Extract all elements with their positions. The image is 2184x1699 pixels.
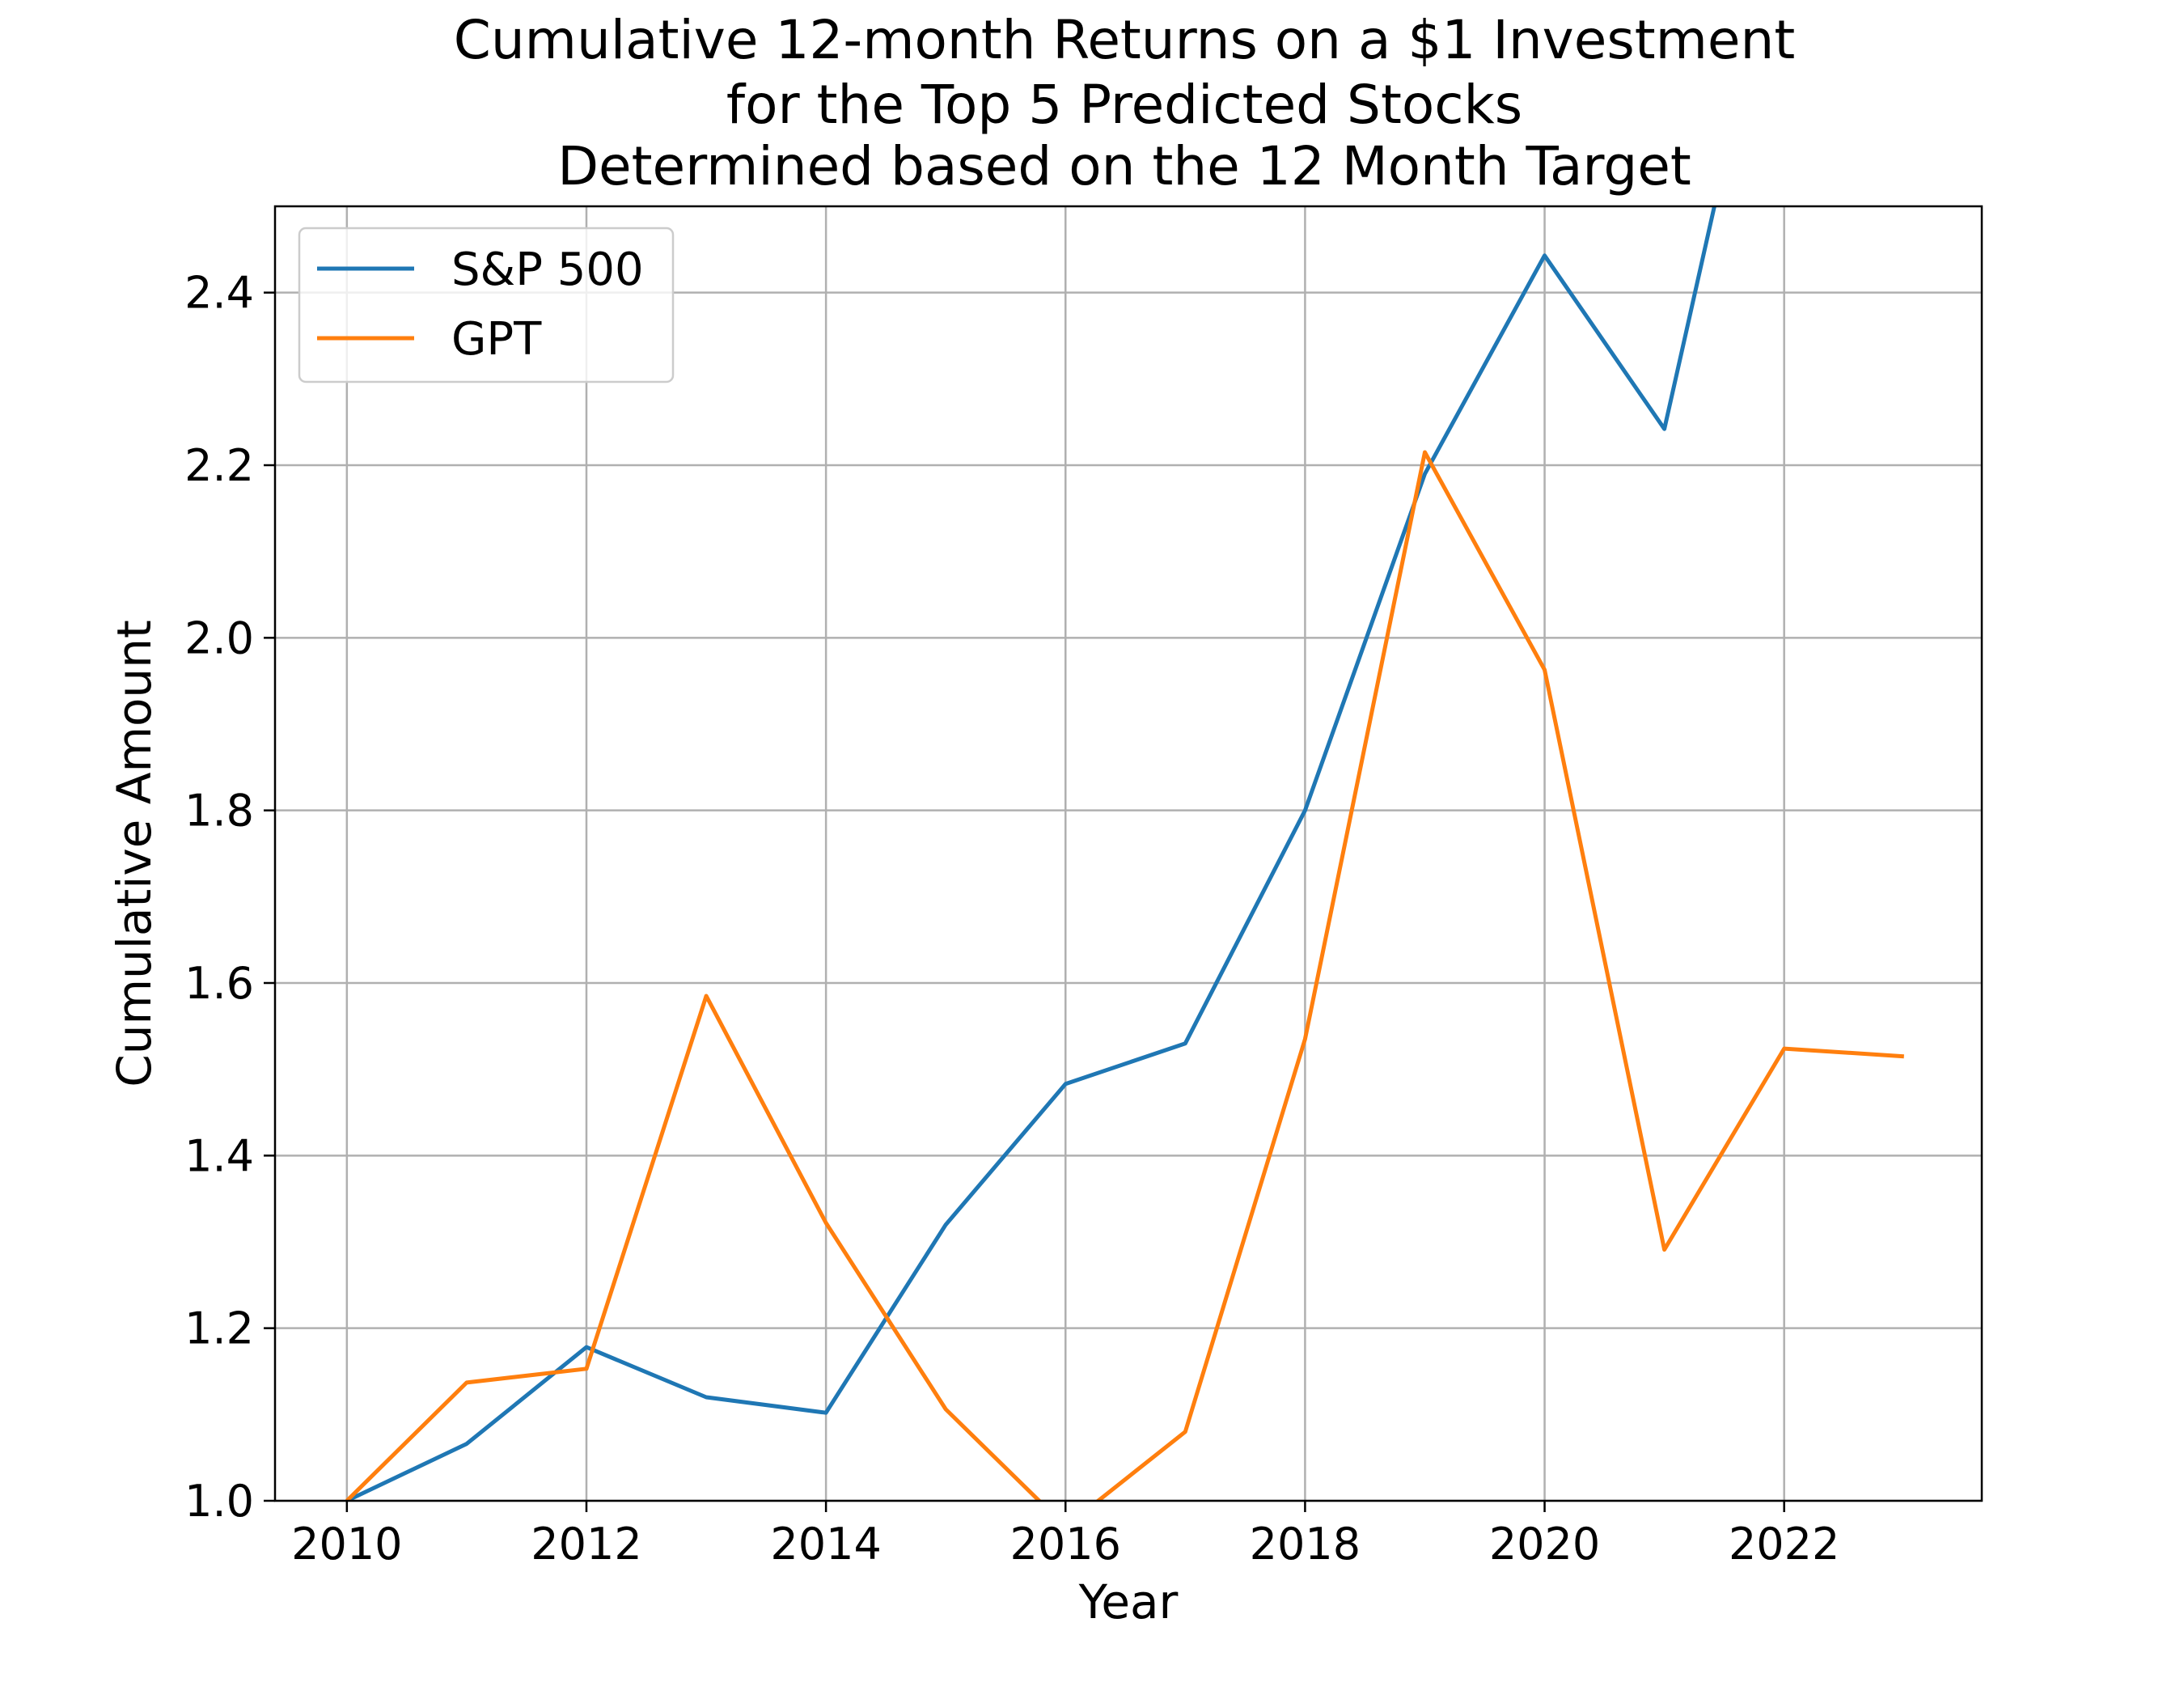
chart-title: Cumulative 12-month Returns on a $1 Inve… bbox=[454, 9, 1795, 197]
y-tick-label: 1.4 bbox=[184, 1130, 254, 1181]
legend: S&P 500 GPT bbox=[298, 227, 675, 383]
y-tick-label: 1.6 bbox=[184, 958, 254, 1009]
y-tick-label: 2.2 bbox=[184, 440, 254, 491]
y-tick-label: 2.4 bbox=[184, 268, 254, 319]
legend-label-sp500: S&P 500 bbox=[451, 244, 644, 296]
legend-label-gpt: GPT bbox=[451, 313, 542, 366]
x-tick-label: 2014 bbox=[770, 1519, 881, 1570]
y-axis-label: Cumulative Amount bbox=[107, 620, 162, 1087]
x-tick-label: 2022 bbox=[1729, 1519, 1839, 1570]
y-axis: 1.0 1.2 1.4 1.6 1.8 2.0 2.2 2.4 bbox=[184, 268, 275, 1527]
series-line-sp500 bbox=[345, 206, 1716, 1501]
x-axis-label: Year bbox=[1078, 1574, 1179, 1629]
chart-title-line-1: Cumulative 12-month Returns on a $1 Inve… bbox=[454, 9, 1795, 71]
series-line-gpt bbox=[345, 450, 1904, 1501]
grid-lines bbox=[275, 206, 1982, 1502]
x-axis: 2010 2012 2014 2016 2018 2020 2022 bbox=[291, 1501, 1839, 1570]
y-tick-label: 2.0 bbox=[184, 612, 254, 663]
plot-frame bbox=[273, 205, 1983, 1502]
series-layer bbox=[345, 206, 1904, 1501]
y-tick-label: 1.0 bbox=[184, 1476, 254, 1527]
chart-title-line-2: for the Top 5 Predicted Stocks bbox=[726, 74, 1522, 136]
chart-title-line-3: Determined based on the 12 Month Target bbox=[557, 135, 1691, 197]
x-tick-label: 2020 bbox=[1489, 1519, 1600, 1570]
x-tick-label: 2016 bbox=[1010, 1519, 1121, 1570]
x-tick-label: 2012 bbox=[531, 1519, 641, 1570]
x-tick-label: 2018 bbox=[1250, 1519, 1361, 1570]
y-tick-label: 1.8 bbox=[184, 786, 254, 837]
x-tick-label: 2010 bbox=[291, 1519, 402, 1570]
y-tick-label: 1.2 bbox=[184, 1303, 254, 1354]
